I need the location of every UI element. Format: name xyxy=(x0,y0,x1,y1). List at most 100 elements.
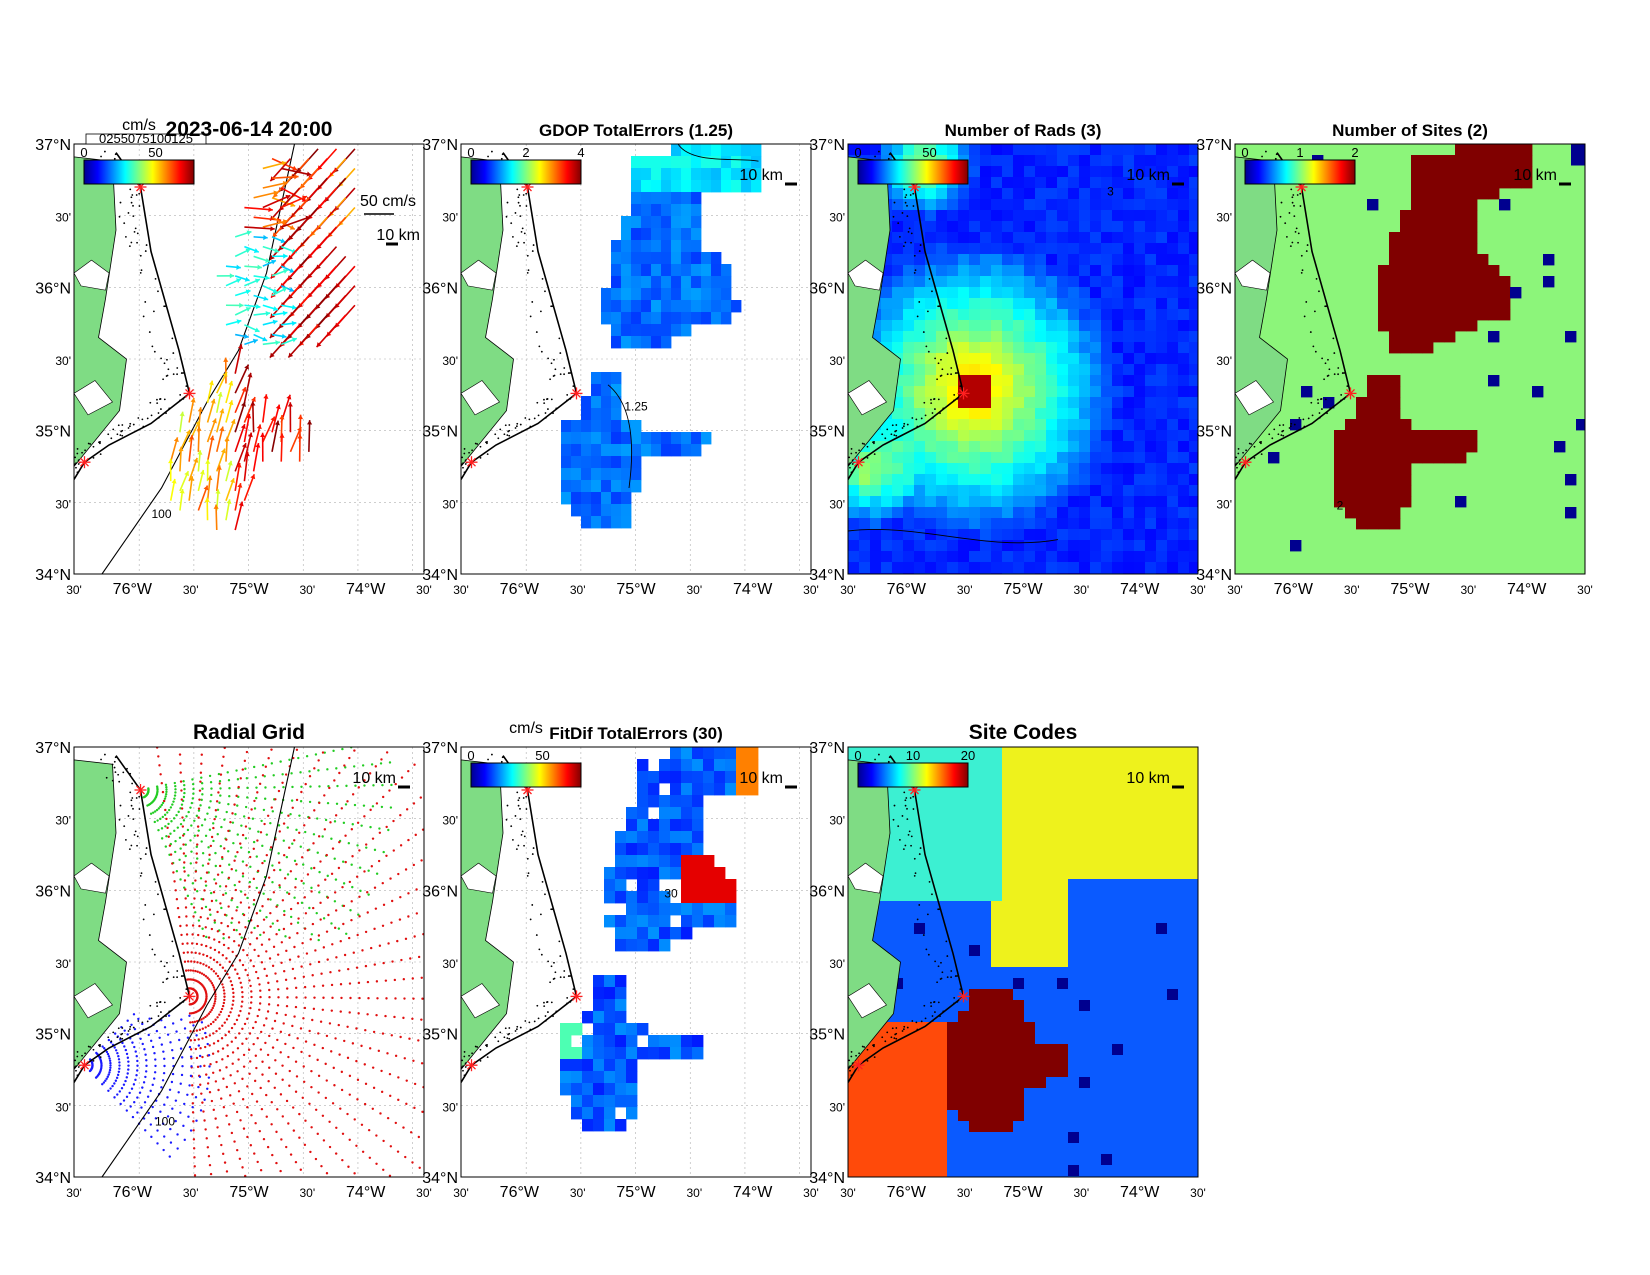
panel-radial-radial-point xyxy=(361,1150,365,1153)
panel-vectors-vector-head xyxy=(282,219,288,225)
panel-rads-cell xyxy=(1156,474,1168,486)
panel-rads-cell xyxy=(1112,485,1124,497)
panel-sites-coast-dot xyxy=(1294,230,1297,233)
panel-fitdif-cell xyxy=(703,903,715,916)
panel-rads-coast-dot xyxy=(911,417,914,419)
panel-vectors-vector xyxy=(308,420,311,452)
panel-radial-radial-point xyxy=(246,1135,249,1139)
panel-rads-coast-dot xyxy=(930,398,932,401)
panel-sites-cell xyxy=(1400,331,1412,343)
panel-rads-cell xyxy=(1002,331,1014,343)
panel-radial-radial-point xyxy=(204,834,208,838)
panel-vectors-vector xyxy=(269,197,292,222)
panel-rads-cell xyxy=(1002,430,1014,442)
panel-radial-radial-point xyxy=(108,1068,112,1072)
panel-fitdif-cell xyxy=(681,831,693,844)
panel-radial-radial-point xyxy=(213,878,216,881)
panel-radial-radial-point xyxy=(164,795,167,798)
panel-rads-cell xyxy=(1123,298,1135,310)
panel-rads-cell xyxy=(991,243,1003,255)
panel-radial-radial-point xyxy=(102,1081,106,1084)
panel-sites-lat-tick: 30' xyxy=(1216,211,1232,225)
panel-radial-radial-point xyxy=(108,1057,111,1060)
panel-radial-radial-point xyxy=(173,794,177,797)
panel-radial-radial-point xyxy=(190,960,193,963)
panel-gdop-cell xyxy=(651,312,662,325)
panel-rads-coast-dot xyxy=(897,222,900,225)
panel-rads-cell xyxy=(1156,342,1168,354)
panel-rads-cell xyxy=(1189,419,1198,431)
panel-radial-radial-point xyxy=(275,905,278,908)
panel-rads-cell xyxy=(1090,529,1102,541)
panel-fitdif-cell xyxy=(648,927,660,940)
panel-radial-radial-point xyxy=(264,765,268,768)
panel-radial-radial-point xyxy=(284,935,287,938)
panel-rads-cell xyxy=(936,551,948,563)
panel-fitdif-cell xyxy=(703,747,715,760)
panel-gdop-cell xyxy=(711,168,722,181)
panel-radial-radial-point xyxy=(359,889,362,893)
panel-sites-cell xyxy=(1334,496,1346,508)
panel-radial-radial-point xyxy=(353,749,356,752)
panel-gdop-coast-dot xyxy=(554,368,557,371)
panel-radial-radial-point xyxy=(189,1048,193,1051)
panel-sites-coast-dot xyxy=(1313,310,1316,313)
panel-sites-coast-dot xyxy=(1290,422,1293,425)
panel-radial-radial-point xyxy=(222,1105,226,1109)
panel-gdop-coast-dot xyxy=(538,345,541,348)
panel-rads-cell xyxy=(958,353,970,365)
panel-sites-coast-dot xyxy=(1237,471,1240,474)
panel-rads-cell xyxy=(947,419,959,431)
panel-rads-cell xyxy=(1057,287,1069,299)
panel-rads-cell xyxy=(1178,265,1190,277)
panel-rads-cell xyxy=(914,397,926,409)
panel-radial-coast-dot xyxy=(132,807,134,810)
panel-radial-radial-point xyxy=(282,822,286,825)
panel-rads-cell xyxy=(1167,232,1179,244)
panel-vectors-coast-dot xyxy=(132,204,134,207)
panel-radial-radial-point xyxy=(225,957,228,960)
panel-radial-radial-point xyxy=(294,986,298,990)
panel-rads-cell xyxy=(1013,320,1025,332)
panel-radial-coast-dot xyxy=(129,791,132,794)
panel-radial-radial-point xyxy=(236,905,239,909)
panel-sites-coast-dot xyxy=(1288,427,1291,429)
panel-radial-radial-point xyxy=(190,801,194,805)
panel-radial-radial-point xyxy=(280,1138,283,1141)
panel-radial-radial-point xyxy=(153,1051,156,1055)
panel-sites-cell xyxy=(1389,309,1401,321)
panel-rads-cell xyxy=(1145,441,1157,453)
panel-radial-radial-point xyxy=(298,1136,301,1139)
panel-gdop-cell xyxy=(671,444,682,457)
panel-vectors-vector-head xyxy=(241,401,246,407)
panel-radial-radial-point xyxy=(173,880,176,883)
panel-radial-radial-point xyxy=(318,785,321,788)
panel-radial-coast-dot xyxy=(56,1083,58,1085)
panel-rads-cell xyxy=(980,221,992,233)
panel-radial-radial-point xyxy=(420,1062,424,1065)
panel-rads-cell xyxy=(991,474,1003,486)
panel-gdop-cell xyxy=(671,228,682,241)
panel-gdop-coast-dot xyxy=(519,204,521,207)
panel-radial-radial-point xyxy=(262,931,266,934)
panel-rads-cell xyxy=(958,375,970,387)
panel-rads-cell xyxy=(980,573,992,574)
panel-radial-radial-point xyxy=(127,1060,130,1063)
panel-radial-radial-point xyxy=(334,909,338,912)
panel-vectors-coast-dot xyxy=(141,418,144,421)
panel-radial-radial-point xyxy=(271,964,275,968)
panel-radial-radial-point xyxy=(158,764,161,767)
panel-gdop-cell xyxy=(681,444,692,457)
panel-rads-cell xyxy=(1035,430,1047,442)
panel-fitdif-cell xyxy=(637,831,649,844)
panel-fitdif-cell xyxy=(747,747,759,760)
panel-radial-radial-point xyxy=(118,1090,121,1093)
panel-radial-radial-point xyxy=(348,756,351,760)
panel-fitdif-cell xyxy=(659,927,671,940)
panel-rads-coast-dot xyxy=(956,397,959,400)
panel-radial-coast-dot xyxy=(167,971,170,974)
panel-gdop-cell xyxy=(741,144,752,157)
panel-fitdif-cell xyxy=(692,747,704,760)
panel-vectors-coast-dot xyxy=(75,462,78,465)
panel-rads-cell xyxy=(881,287,893,299)
